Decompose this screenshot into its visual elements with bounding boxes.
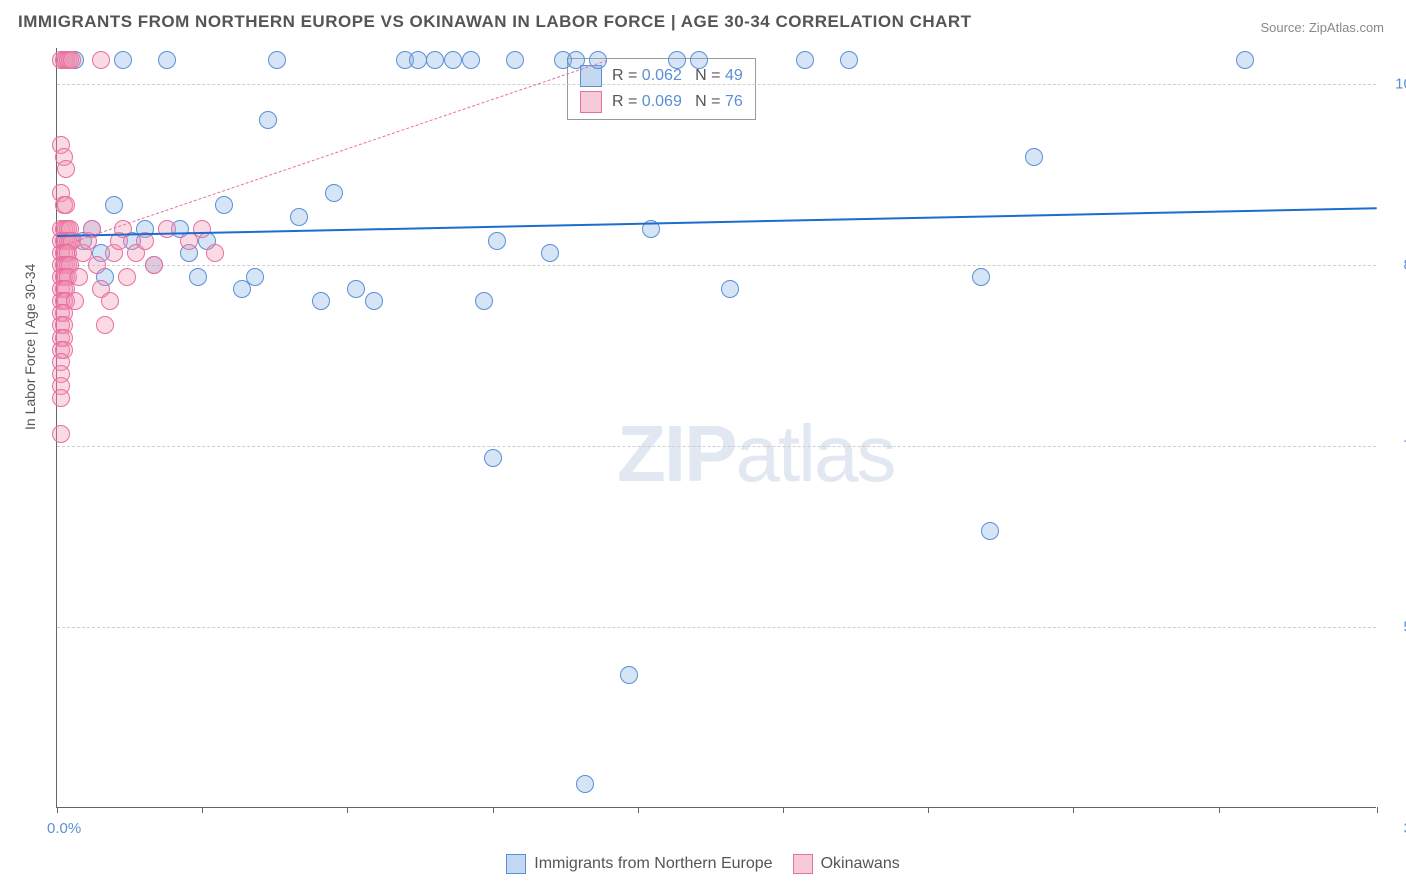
- y-tick-label: 85.0%: [1386, 257, 1406, 274]
- trend-line: [57, 60, 607, 248]
- legend-item: Immigrants from Northern Europe: [506, 854, 772, 874]
- data-point: [567, 51, 585, 69]
- data-point: [840, 51, 858, 69]
- data-point: [796, 51, 814, 69]
- legend-text: R = 0.069 N = 76: [612, 93, 743, 111]
- data-point: [325, 184, 343, 202]
- data-point: [1236, 51, 1254, 69]
- data-point: [88, 256, 106, 274]
- data-point: [101, 292, 119, 310]
- x-tick: [783, 807, 784, 813]
- data-point: [215, 196, 233, 214]
- data-point: [484, 449, 502, 467]
- data-point: [57, 160, 75, 178]
- data-point: [158, 220, 176, 238]
- data-point: [475, 292, 493, 310]
- gridline: [57, 446, 1376, 447]
- data-point: [52, 425, 70, 443]
- data-point: [246, 268, 264, 286]
- x-tick: [928, 807, 929, 813]
- data-point: [206, 244, 224, 262]
- data-point: [57, 196, 75, 214]
- data-point: [620, 666, 638, 684]
- data-point: [576, 775, 594, 793]
- legend-label: Immigrants from Northern Europe: [534, 855, 772, 873]
- watermark-bold: ZIP: [617, 409, 735, 498]
- x-tick-label: 0.0%: [47, 820, 81, 837]
- bottom-legend: Immigrants from Northern Europe Okinawans: [0, 854, 1406, 874]
- legend-row: R = 0.069 N = 76: [568, 89, 755, 115]
- data-point: [488, 232, 506, 250]
- data-point: [193, 220, 211, 238]
- data-point: [972, 268, 990, 286]
- data-point: [96, 316, 114, 334]
- y-axis-label: In Labor Force | Age 30-34: [22, 264, 38, 430]
- data-point: [92, 51, 110, 69]
- data-point: [70, 268, 88, 286]
- data-point: [541, 244, 559, 262]
- y-tick-label: 100.0%: [1386, 76, 1406, 93]
- x-tick: [57, 807, 58, 813]
- data-point: [1025, 148, 1043, 166]
- data-point: [981, 522, 999, 540]
- data-point: [347, 280, 365, 298]
- data-point: [462, 51, 480, 69]
- source-label: Source: ZipAtlas.com: [1260, 20, 1384, 35]
- data-point: [145, 256, 163, 274]
- data-point: [409, 51, 427, 69]
- data-point: [259, 111, 277, 129]
- x-tick: [1219, 807, 1220, 813]
- watermark: ZIPatlas: [617, 408, 894, 500]
- data-point: [668, 51, 686, 69]
- x-tick: [1073, 807, 1074, 813]
- data-point: [114, 51, 132, 69]
- y-tick-label: 55.0%: [1386, 619, 1406, 636]
- chart-title: IMMIGRANTS FROM NORTHERN EUROPE VS OKINA…: [18, 12, 972, 32]
- data-point: [365, 292, 383, 310]
- legend-swatch: [793, 854, 813, 874]
- data-point: [189, 268, 207, 286]
- x-tick: [638, 807, 639, 813]
- x-tick: [1377, 807, 1378, 813]
- data-point: [506, 51, 524, 69]
- data-point: [721, 280, 739, 298]
- data-point: [52, 389, 70, 407]
- legend-text: R = 0.062 N = 49: [612, 67, 743, 85]
- data-point: [105, 196, 123, 214]
- x-tick: [202, 807, 203, 813]
- data-point: [66, 292, 84, 310]
- y-tick-label: 70.0%: [1386, 438, 1406, 455]
- data-point: [158, 51, 176, 69]
- trend-line: [57, 207, 1377, 237]
- data-point: [63, 51, 81, 69]
- data-point: [444, 51, 462, 69]
- data-point: [690, 51, 708, 69]
- watermark-rest: atlas: [735, 409, 894, 498]
- x-tick-label: 30.0%: [1386, 820, 1406, 837]
- data-point: [118, 268, 136, 286]
- data-point: [312, 292, 330, 310]
- data-point: [290, 208, 308, 226]
- data-point: [426, 51, 444, 69]
- plot-area: ZIPatlas R = 0.062 N = 49 R = 0.069 N = 7…: [56, 48, 1376, 808]
- x-tick: [493, 807, 494, 813]
- legend-swatch: [580, 91, 602, 113]
- gridline: [57, 265, 1376, 266]
- legend-swatch: [506, 854, 526, 874]
- legend-label: Okinawans: [821, 855, 900, 873]
- data-point: [268, 51, 286, 69]
- gridline: [57, 84, 1376, 85]
- legend-item: Okinawans: [793, 854, 900, 874]
- gridline: [57, 627, 1376, 628]
- x-tick: [347, 807, 348, 813]
